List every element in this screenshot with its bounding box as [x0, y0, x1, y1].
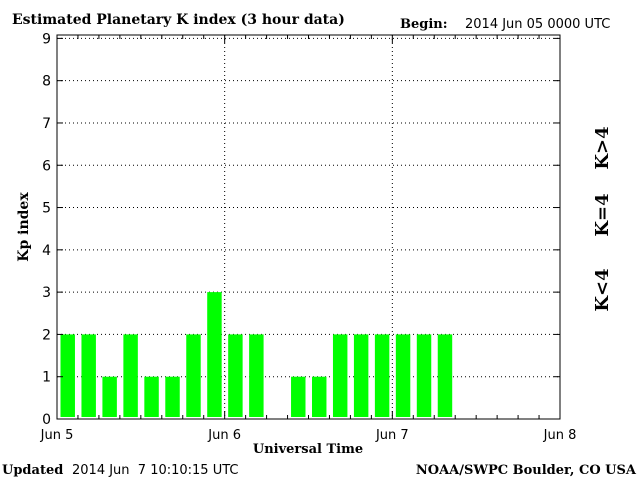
x-tick-label: Jun 7: [375, 428, 409, 443]
kp-bar: [249, 334, 264, 417]
kp-bar: [395, 334, 411, 417]
kp-bar: [186, 334, 201, 417]
plot-border: [56, 34, 561, 420]
updated-value: 2014 Jun 7 10:10:15 UTC: [72, 463, 239, 478]
y-tick-label: 8: [42, 74, 51, 90]
bars-group: [60, 292, 453, 417]
kp-bar: [144, 376, 159, 417]
kp-bar: [228, 334, 243, 417]
y-tick-label: 9: [42, 31, 51, 47]
kp-bar: [374, 334, 390, 417]
kp-bar: [123, 334, 138, 417]
x-tick-label: Jun 8: [543, 428, 577, 443]
y-axis-label: Kp index: [16, 192, 32, 262]
x-tick-label: Jun 6: [207, 428, 241, 443]
y-tick-label: 2: [42, 327, 51, 343]
legend-above-4: K>4: [592, 126, 613, 169]
y-tick-label: 7: [42, 116, 51, 132]
kp-bar: [437, 334, 453, 417]
x-tick-label: Jun 5: [40, 428, 74, 443]
grid-lines: [57, 35, 560, 419]
kp-bar: [207, 292, 222, 417]
y-tick-label: 1: [42, 370, 51, 386]
source-credit: NOAA/SWPC Boulder, CO USA: [416, 463, 637, 478]
y-tick-label: 4: [42, 243, 51, 259]
legend-equal-4: K=4: [592, 193, 613, 236]
y-tick-label: 0: [42, 412, 51, 428]
begin-value: 2014 Jun 05 0000 UTC: [465, 17, 610, 32]
plot-area: [56, 34, 561, 420]
y-tick-label: 6: [42, 158, 51, 174]
updated-label: Updated: [2, 463, 63, 478]
kp-bar: [332, 334, 348, 417]
kp-bar: [102, 376, 117, 417]
x-axis-label: Universal Time: [253, 442, 363, 457]
x-axis-ticks: Jun 5 Jun 6 Jun 7 Jun 8: [40, 35, 577, 443]
kp-bar: [416, 334, 432, 417]
kp-bar: [60, 334, 75, 417]
kp-bar: [353, 334, 369, 417]
legend-below-4: K<4: [592, 268, 613, 311]
y-tick-label: 5: [42, 201, 51, 217]
kp-bar: [312, 376, 327, 417]
kp-bar: [81, 334, 96, 417]
kp-bar: [291, 376, 306, 417]
y-tick-label: 3: [42, 285, 51, 301]
chart-title: Estimated Planetary K index (3 hour data…: [12, 12, 345, 28]
begin-label: Begin:: [400, 17, 448, 32]
kp-bar: [165, 376, 180, 417]
